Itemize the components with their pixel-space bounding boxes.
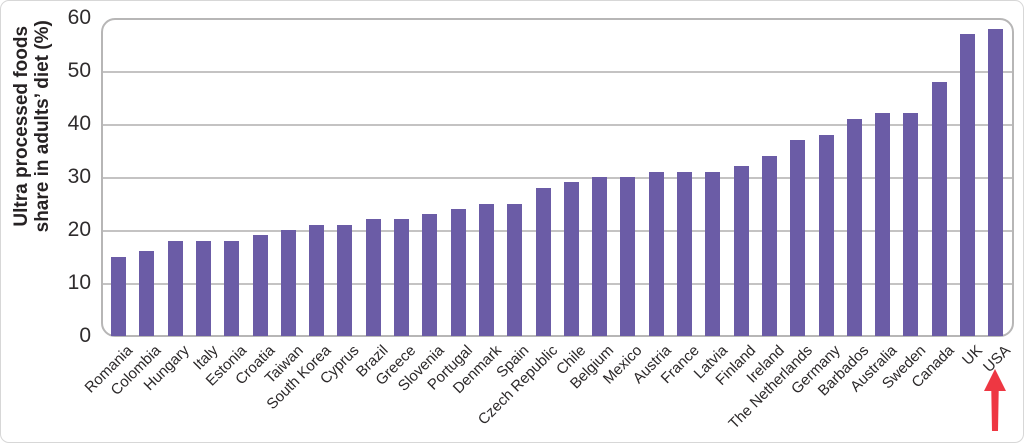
bar [818,134,834,336]
bar [761,155,777,336]
bar [648,171,664,336]
bar [280,230,296,336]
bar [846,118,862,336]
bar [507,203,523,336]
bar [620,177,636,336]
gridline-40 [103,124,1012,126]
bar [365,219,381,336]
bar [309,224,325,336]
y-tick-label-20: 20 [67,218,91,241]
bar [478,203,494,336]
bar [337,224,353,336]
gridline-20 [103,230,1012,232]
bar [988,28,1004,336]
bar [733,166,749,336]
bar [677,171,692,336]
gridline-30 [103,177,1012,179]
bar [960,33,975,336]
bar [139,251,155,336]
bar [931,81,947,336]
y-tick-label-30: 30 [67,165,91,188]
bar [422,214,438,336]
gridline-50 [103,71,1012,73]
usa-arrow-shape [984,369,1006,431]
y-axis-title-line1: Ultra processed foods [10,25,32,227]
gridline-10 [103,283,1012,285]
bar [535,187,551,336]
bar [875,113,891,336]
bar [450,208,466,336]
bar [252,235,268,336]
usa-arrow-icon [984,369,1006,431]
bar [195,240,211,336]
bar [903,113,919,336]
y-tick-label-50: 50 [67,59,91,82]
bar [592,177,608,336]
y-tick-label-40: 40 [67,112,91,135]
bar [167,240,183,336]
y-tick-label-10: 10 [67,271,91,294]
bar [111,256,126,336]
y-tick-label-0: 0 [79,324,91,347]
bar [563,182,579,336]
bar [224,240,240,336]
y-tick-label-60: 60 [67,6,91,29]
bar [394,219,409,336]
bar [790,139,806,336]
bar [705,171,721,336]
